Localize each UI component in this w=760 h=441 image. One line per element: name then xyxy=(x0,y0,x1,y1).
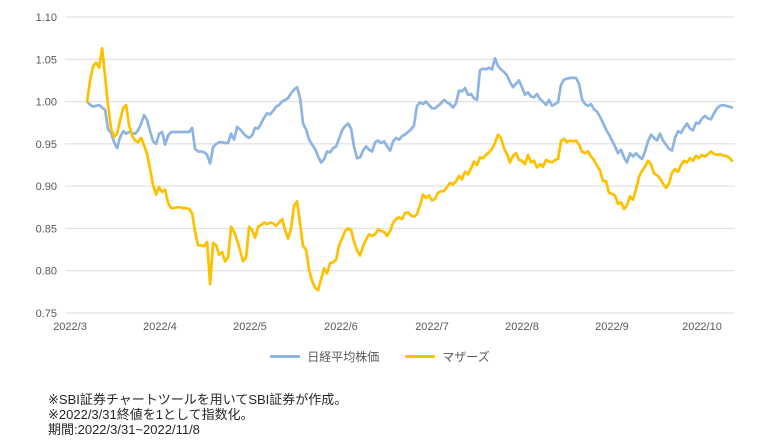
footnote-normalization: ※2022/3/31終値を1として指数化。 xyxy=(48,407,254,422)
y-axis-tick-label: 0.80 xyxy=(36,266,57,278)
y-axis-tick-label: 0.75 xyxy=(36,308,57,320)
line-chart: 1.10 1.05 1.00 0.95 0.90 0.85 0.80 0.75 2022/3 20… xyxy=(36,12,735,333)
x-axis-tick-label: 2022/7 xyxy=(415,321,449,333)
y-axis-tick-label: 0.85 xyxy=(36,223,57,235)
nikkei-series-line xyxy=(85,57,734,165)
x-axis-tick-label: 2022/9 xyxy=(595,321,629,333)
legend-item-mothers: マザーズ xyxy=(405,348,490,365)
footnote-source: ※SBI証券チャートツールを用いてSBI証券が作成。 xyxy=(48,392,348,407)
mothers-line-swatch-icon xyxy=(405,355,436,358)
chart-legend: 日経平均株価 マザーズ xyxy=(0,348,760,365)
legend-label-mothers: マザーズ xyxy=(442,350,490,364)
y-axis-tick-label: 0.95 xyxy=(36,139,57,151)
x-axis-tick-label: 2022/6 xyxy=(324,321,358,333)
mothers-series-line xyxy=(85,46,734,292)
x-axis-tick-label: 2022/3 xyxy=(53,321,87,333)
y-axis-tick-label: 1.00 xyxy=(36,97,57,109)
legend-item-nikkei: 日経平均株価 xyxy=(270,348,379,365)
x-axis-tick-label: 2022/10 xyxy=(682,321,722,333)
legend-label-nikkei: 日経平均株価 xyxy=(307,350,380,364)
y-axis-tick-label: 0.90 xyxy=(36,181,57,193)
x-axis-tick-label: 2022/8 xyxy=(505,321,539,333)
nikkei-line-swatch-icon xyxy=(270,355,301,358)
y-axis-tick-label: 1.05 xyxy=(36,54,57,66)
chart-footnotes: ※SBI証券チャートツールを用いてSBI証券が作成。 ※2022/3/31終値を… xyxy=(48,392,347,437)
x-axis-tick-label: 2022/5 xyxy=(233,321,267,333)
footnote-period: 期間:2022/3/31~2022/11/8 xyxy=(48,422,200,437)
y-axis-tick-label: 1.10 xyxy=(36,12,57,24)
x-axis-tick-label: 2022/4 xyxy=(143,321,177,333)
